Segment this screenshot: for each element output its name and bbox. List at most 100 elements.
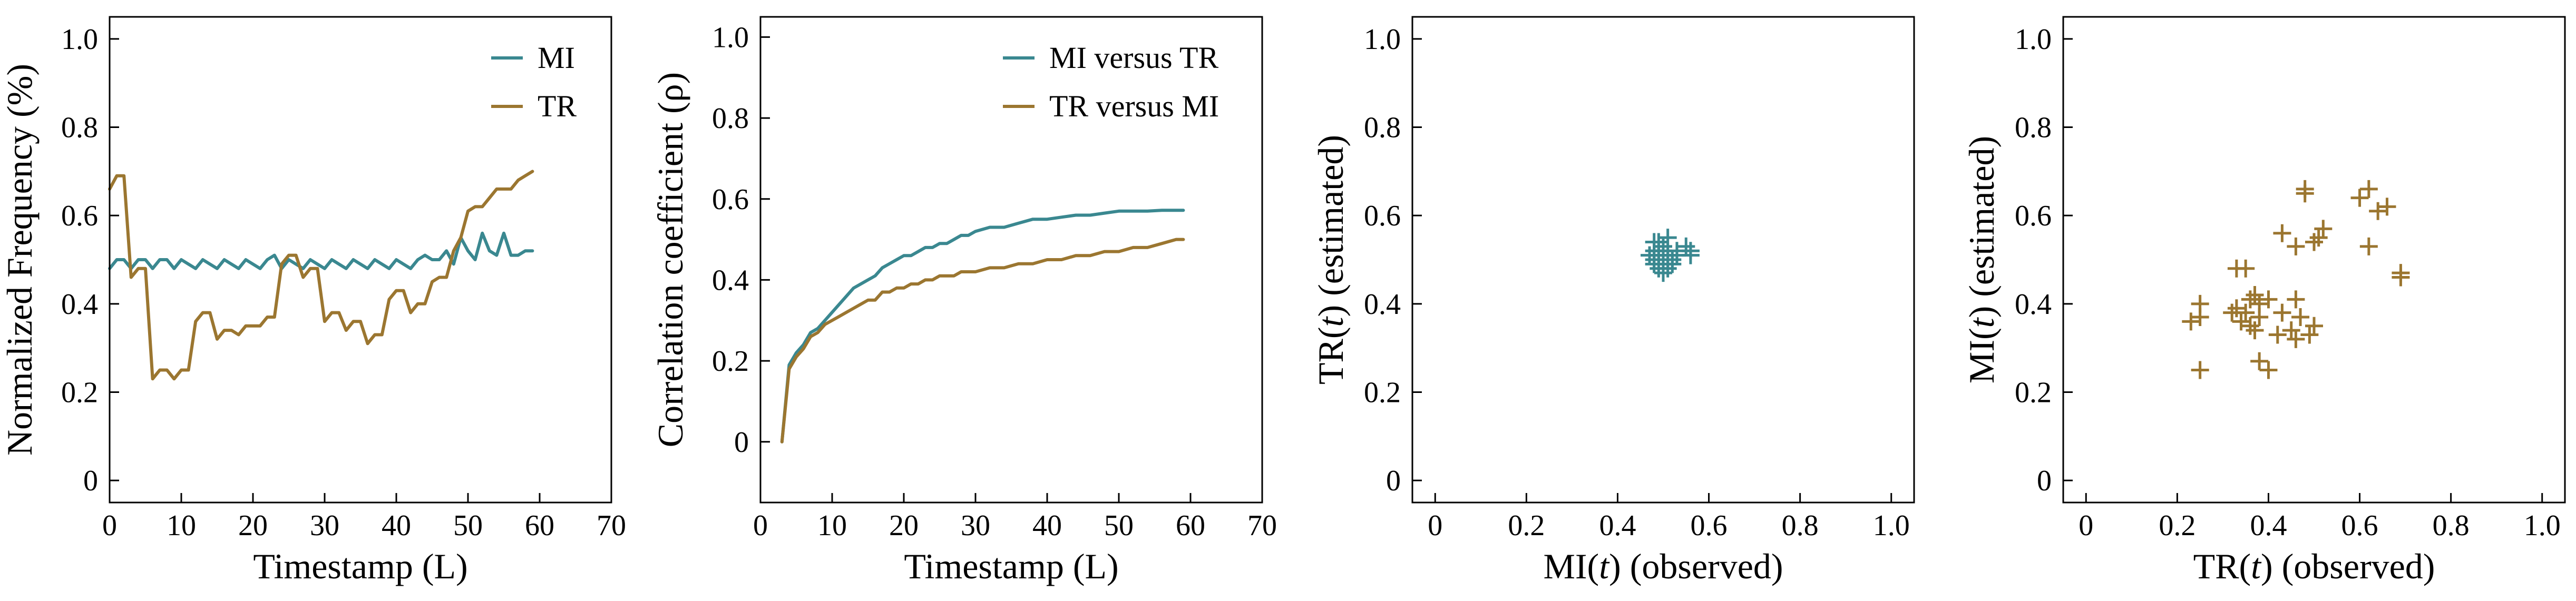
scatter-point bbox=[2273, 303, 2291, 322]
series-line-0 bbox=[780, 209, 1185, 444]
axis-label-part: TR( bbox=[2193, 546, 2251, 586]
scatter-point bbox=[2392, 264, 2410, 282]
x-tick-label: 0 bbox=[1428, 509, 1442, 542]
legend-label: TR versus MI bbox=[1049, 89, 1219, 123]
scatter-point bbox=[2250, 352, 2269, 370]
scatter-point bbox=[1654, 246, 1672, 264]
x-tick-label: 30 bbox=[961, 509, 990, 542]
axis-label-part: TR( bbox=[1311, 327, 1351, 385]
y-tick-label: 0.2 bbox=[712, 345, 749, 378]
y-tick-label: 0 bbox=[1386, 465, 1401, 497]
y-tick-label: 0 bbox=[2037, 465, 2052, 497]
scatter-point bbox=[2359, 237, 2378, 255]
x-tick-label: 40 bbox=[382, 509, 411, 542]
y-axis-label: MI(t) (estimated) bbox=[1962, 136, 2002, 383]
scatter-point bbox=[2369, 202, 2387, 220]
axis-label-part: ) (estimated) bbox=[1311, 135, 1351, 317]
axis-label-part: t bbox=[2251, 546, 2262, 586]
x-tick-label: 50 bbox=[1104, 509, 1134, 542]
x-axis-label: Timestamp (L) bbox=[253, 546, 467, 586]
x-tick-label: 0.8 bbox=[2433, 509, 2470, 542]
x-tick-label: 0.8 bbox=[1782, 509, 1819, 542]
scatter-point bbox=[1658, 259, 1677, 278]
scatter-point bbox=[2309, 229, 2328, 247]
scatter-point bbox=[1663, 255, 1682, 273]
y-tick-label: 0 bbox=[734, 426, 749, 459]
x-tick-label: 60 bbox=[525, 509, 554, 542]
y-tick-label: 1.0 bbox=[1364, 23, 1401, 56]
x-tick-label: 10 bbox=[817, 509, 847, 542]
x-tick-label: 50 bbox=[453, 509, 483, 542]
x-axis-label: Timestamp (L) bbox=[904, 546, 1118, 586]
legend: MI versus TR TR versus MI bbox=[1003, 41, 1219, 123]
y-tick-label: 1.0 bbox=[712, 21, 749, 54]
y-tick-label: 0.4 bbox=[61, 288, 98, 321]
scatter-point bbox=[2268, 326, 2287, 344]
scatter-point bbox=[2287, 290, 2305, 309]
scatter-point bbox=[1658, 229, 1677, 247]
scatter-point bbox=[2350, 189, 2369, 207]
series-line-0 bbox=[108, 231, 534, 270]
scatter-point bbox=[2305, 317, 2323, 335]
scatter-point bbox=[2227, 299, 2246, 318]
panel-correlation-coefficient: 0 10 20 30 40 50 60 70 0 0.2 0.4 0.6 0.8 1.0 Timestamp… bbox=[650, 16, 1277, 586]
x-tick-label: 30 bbox=[310, 509, 339, 542]
x-tick-label: 40 bbox=[1032, 509, 1062, 542]
x-tick-label: 0 bbox=[102, 509, 117, 542]
scatter-point bbox=[2314, 220, 2333, 238]
axis-label-part: t bbox=[1311, 316, 1351, 327]
series-line-1 bbox=[780, 238, 1185, 444]
scatter-point bbox=[1677, 237, 1695, 255]
axis-label-part: MI( bbox=[1543, 546, 1599, 586]
x-tick-label: 0.2 bbox=[1508, 509, 1545, 542]
scatter-point bbox=[2237, 303, 2255, 322]
y-tick-label: 0.8 bbox=[61, 112, 98, 144]
x-tick-label: 0.6 bbox=[1691, 509, 1728, 542]
scatter-point bbox=[2191, 308, 2209, 326]
y-tick-label: 0.4 bbox=[1364, 288, 1401, 321]
scatter-point bbox=[2246, 321, 2264, 340]
y-tick-label: 0.4 bbox=[2015, 288, 2052, 321]
x-axis-label: MI(t) (observed) bbox=[1543, 546, 1783, 586]
x-tick-label: 10 bbox=[167, 509, 196, 542]
y-tick-label: 0.2 bbox=[2015, 376, 2052, 409]
axes-frame bbox=[759, 16, 1263, 504]
x-tick-label: 0.6 bbox=[2341, 509, 2378, 542]
axis-label-part: t bbox=[1599, 546, 1610, 586]
y-tick-label: 0.2 bbox=[1364, 376, 1401, 409]
x-tick-label: 0.2 bbox=[2159, 509, 2196, 542]
scatter-point bbox=[1681, 246, 1700, 264]
scatter-point bbox=[2237, 259, 2255, 278]
axes-frame bbox=[1411, 16, 1915, 504]
panel-mi-vs-tr-scatter: 0 0.2 0.4 0.6 0.8 1.000.20.40.60.81.0TR(t) (o… bbox=[1962, 16, 2566, 586]
scatter-point bbox=[2246, 286, 2264, 304]
y-tick-label: 0.6 bbox=[712, 183, 749, 216]
series-line-1 bbox=[108, 170, 534, 381]
y-tick-label: 0.6 bbox=[2015, 200, 2052, 232]
y-axis-label: TR(t) (estimated) bbox=[1311, 135, 1351, 385]
y-axis-label: Correlation coefficient (ρ) bbox=[650, 72, 690, 447]
x-tick-label: 0 bbox=[753, 509, 768, 542]
scatter-point bbox=[2191, 361, 2209, 379]
scatter-point bbox=[2241, 317, 2259, 335]
scatter-point bbox=[2287, 237, 2305, 255]
x-tick-label: 20 bbox=[889, 509, 919, 542]
legend-label: MI bbox=[538, 41, 575, 75]
scatter-point bbox=[2182, 312, 2200, 331]
scatter-point bbox=[2259, 290, 2278, 309]
x-axis-label: TR(t) (observed) bbox=[2193, 546, 2435, 586]
axis-label-part: ) (observed) bbox=[1609, 546, 1783, 586]
x-tick-label: 1.0 bbox=[1873, 509, 1910, 542]
axis-label-part: t bbox=[1962, 317, 2002, 328]
scatter-point bbox=[1645, 233, 1663, 251]
x-tick-label: 0.4 bbox=[1599, 509, 1636, 542]
scatter-point bbox=[2296, 184, 2314, 203]
y-tick-label: 1.0 bbox=[61, 23, 98, 56]
y-tick-label: 0.2 bbox=[61, 376, 98, 409]
scatter-point bbox=[1645, 255, 1663, 273]
axes-frame bbox=[2062, 16, 2566, 504]
scatter-point bbox=[2241, 290, 2259, 309]
scatter-point bbox=[2273, 224, 2291, 242]
y-tick-label: 0.8 bbox=[2015, 112, 2052, 144]
panel-frequency-timeline: 0 10 20 30 40 50 60 70 0 0.2 0.4 0.6 0.8 1.0 Timestamp… bbox=[0, 16, 626, 586]
